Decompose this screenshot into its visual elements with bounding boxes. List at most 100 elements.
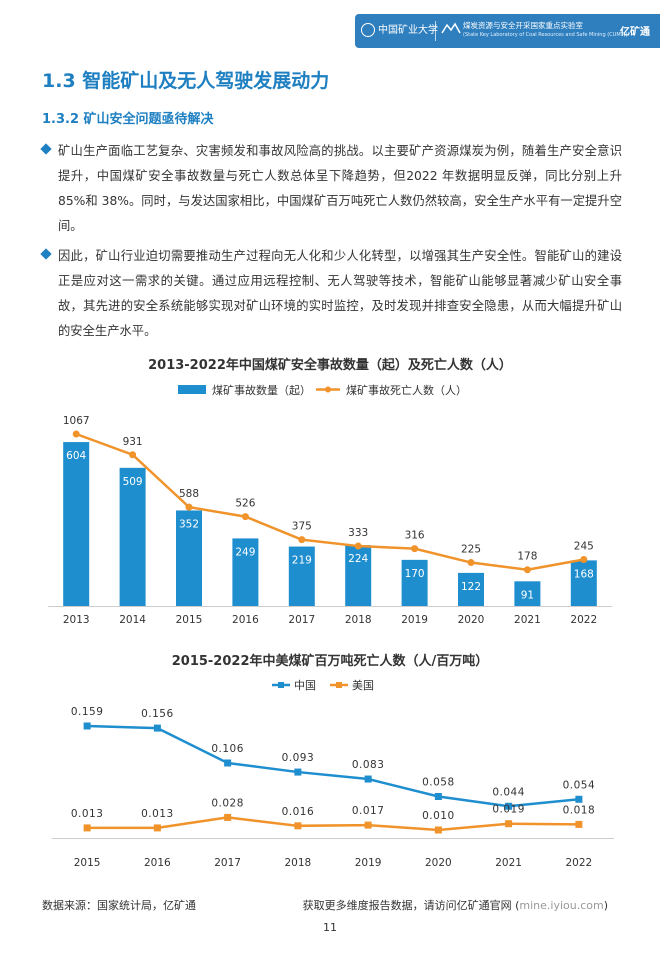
line-value-label: 0.159 <box>71 706 104 718</box>
legend-bar-swatch <box>178 385 206 394</box>
x-tick-label: 2015 <box>176 614 203 626</box>
university-name: 中国矿业大学 <box>378 25 438 36</box>
x-tick-label: 2013 <box>63 614 90 626</box>
line-point <box>72 430 80 438</box>
line-point <box>505 802 513 810</box>
website-link[interactable]: mine.iyiou.com <box>519 899 604 912</box>
line-value-label: 178 <box>517 551 537 563</box>
x-tick-label: 2021 <box>495 857 522 869</box>
line-value-label: 0.083 <box>352 759 385 771</box>
x-tick-label: 2019 <box>355 857 382 869</box>
more-info-suffix: ) <box>603 899 608 912</box>
bar <box>176 510 202 606</box>
line-point <box>411 545 419 553</box>
x-tick-label: 2020 <box>458 614 485 626</box>
legend-label: 煤矿事故数量（起） <box>212 383 311 397</box>
line-point <box>294 822 302 830</box>
more-info: 获取更多维度报告数据，请访问亿矿通官网 (mine.iyiou.com) <box>303 897 608 913</box>
line-value-label: 931 <box>123 436 143 448</box>
bar <box>345 545 372 606</box>
bar-value-label: 509 <box>123 476 143 488</box>
bar-value-label: 91 <box>521 589 534 601</box>
line-value-label: 0.093 <box>282 752 315 764</box>
header-divider <box>435 21 436 41</box>
line-value-label: 0.010 <box>422 810 455 822</box>
line-point <box>364 775 372 783</box>
line-value-label: 375 <box>292 521 312 533</box>
line-point <box>153 824 161 832</box>
line-point <box>434 826 442 834</box>
x-tick-label: 2016 <box>232 614 259 626</box>
section-title: 1.3 智能矿山及无人驾驶发展动力 <box>42 70 330 92</box>
line-point <box>241 513 249 521</box>
bar-value-label: 219 <box>292 555 312 567</box>
line-point <box>364 821 372 829</box>
x-tick-label: 2018 <box>345 614 372 626</box>
line-value-label: 0.019 <box>492 804 525 816</box>
line-series <box>75 432 585 571</box>
line-value-label: 0.156 <box>141 708 174 720</box>
bar-value-label: 249 <box>235 546 255 558</box>
line-value-label: 0.058 <box>422 776 455 788</box>
line-value-label: 0.016 <box>282 806 315 818</box>
line-point <box>467 559 475 567</box>
line-point <box>224 813 232 821</box>
line-point <box>153 724 161 732</box>
line-value-label: 0.018 <box>563 804 596 816</box>
line-value-label: 588 <box>179 488 199 500</box>
line-value-label: 225 <box>461 544 481 556</box>
legend-label: 煤矿事故死亡人数（人） <box>346 383 467 397</box>
x-tick-label: 2021 <box>514 614 541 626</box>
bar-value-label: 352 <box>179 518 199 530</box>
line-value-label: 0.054 <box>563 779 596 791</box>
x-tick-label: 2016 <box>144 857 171 869</box>
bullet-text: 因此，矿山行业迫切需要推动生产过程向无人化和少人化转型，以增强其生产安全性。智能… <box>58 249 622 338</box>
line-point <box>224 759 232 767</box>
bar-value-label: 224 <box>348 553 368 565</box>
line-value-label: 0.013 <box>141 808 174 820</box>
line-point <box>83 824 91 832</box>
brand-logo: 亿矿通 <box>620 27 650 38</box>
bullet-paragraph: 矿山生产面临工艺复杂、灾害频发和事故风险高的挑战。以主要矿产资源煤炭为例，随着生… <box>40 139 622 239</box>
legend-marker <box>336 682 342 688</box>
university-logo: 中国矿业大学 <box>361 20 438 42</box>
lab-name: 煤炭资源与安全开采国家重点实验室 <box>463 21 583 30</box>
more-info-prefix: 获取更多维度报告数据，请访问亿矿通官网 ( <box>302 899 520 912</box>
x-tick-label: 2015 <box>74 857 101 869</box>
line-value-label: 245 <box>574 540 594 552</box>
line-point <box>354 542 362 550</box>
page-number: 11 <box>323 921 337 934</box>
line-value-label: 0.013 <box>71 808 104 820</box>
lab-name-en: (State Key Laboratory of Coal Resources … <box>463 32 628 38</box>
bullet-paragraph: 因此，矿山行业迫切需要推动生产过程向无人化和少人化转型，以增强其生产安全性。智能… <box>40 244 622 344</box>
line-value-label: 0.017 <box>352 805 385 817</box>
line-value-label: 1067 <box>63 415 90 427</box>
bar <box>458 572 484 606</box>
bar <box>514 581 541 606</box>
x-tick-label: 2018 <box>285 857 312 869</box>
bar <box>288 546 315 606</box>
x-tick-label: 2014 <box>119 614 146 626</box>
chart-title: 2015-2022年中美煤矿百万吨死亡人数（人/百万吨） <box>171 654 489 669</box>
line-series <box>87 816 579 832</box>
line-point <box>185 503 193 511</box>
x-tick-label: 2022 <box>570 614 597 626</box>
legend-marker <box>325 386 331 393</box>
x-tick-label: 2022 <box>566 857 593 869</box>
x-tick-label: 2017 <box>214 857 241 869</box>
line-value-label: 526 <box>235 498 255 510</box>
source-note: 数据来源：国家统计局，亿矿通 <box>42 899 196 912</box>
line-series <box>87 724 579 808</box>
line-point <box>294 768 302 776</box>
x-tick-label: 2017 <box>288 614 315 626</box>
bar <box>570 560 597 606</box>
line-value-label: 333 <box>348 527 368 539</box>
line-point <box>580 555 588 563</box>
line-point <box>575 820 583 828</box>
bar-value-label: 122 <box>461 581 481 593</box>
line-point <box>523 566 531 574</box>
line-value-label: 0.106 <box>211 743 244 755</box>
line-point <box>434 792 442 800</box>
line-point <box>298 536 306 544</box>
legend-label: 美国 <box>352 679 374 692</box>
